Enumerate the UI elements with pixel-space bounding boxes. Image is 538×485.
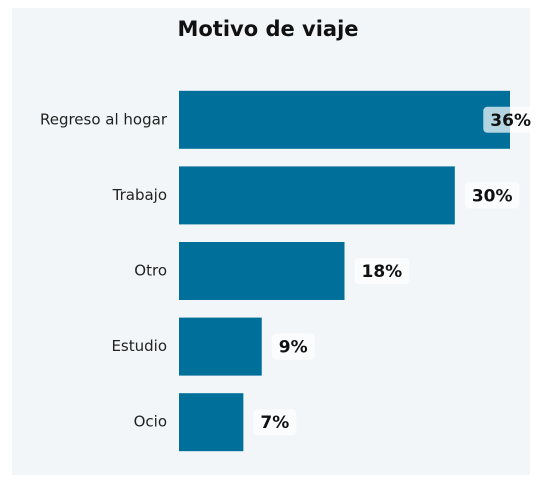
bar: [179, 317, 262, 376]
value-label-background: [253, 409, 297, 436]
value-label: 30%: [472, 186, 513, 206]
value-label: 9%: [279, 338, 308, 358]
value-label: 18%: [362, 262, 403, 282]
y-tick-label: Ocio: [134, 413, 167, 431]
y-tick-label: Regreso al hogar: [40, 110, 168, 128]
panel-background: [12, 8, 530, 475]
value-label-background: [271, 333, 315, 360]
y-tick-label: Trabajo: [112, 186, 167, 204]
value-label-background: [464, 182, 520, 209]
chart-title: Motivo de viaje: [177, 17, 358, 41]
y-tick-label: Otro: [134, 262, 167, 280]
value-label: 36%: [490, 111, 531, 131]
y-tick-label: Estudio: [111, 337, 167, 355]
bar: [179, 166, 455, 225]
value-label-background: [354, 258, 410, 284]
value-label: 7%: [260, 413, 289, 433]
bar: [179, 90, 510, 149]
bar: [179, 242, 345, 300]
bar: [179, 393, 244, 452]
value-label-background: [483, 106, 538, 133]
